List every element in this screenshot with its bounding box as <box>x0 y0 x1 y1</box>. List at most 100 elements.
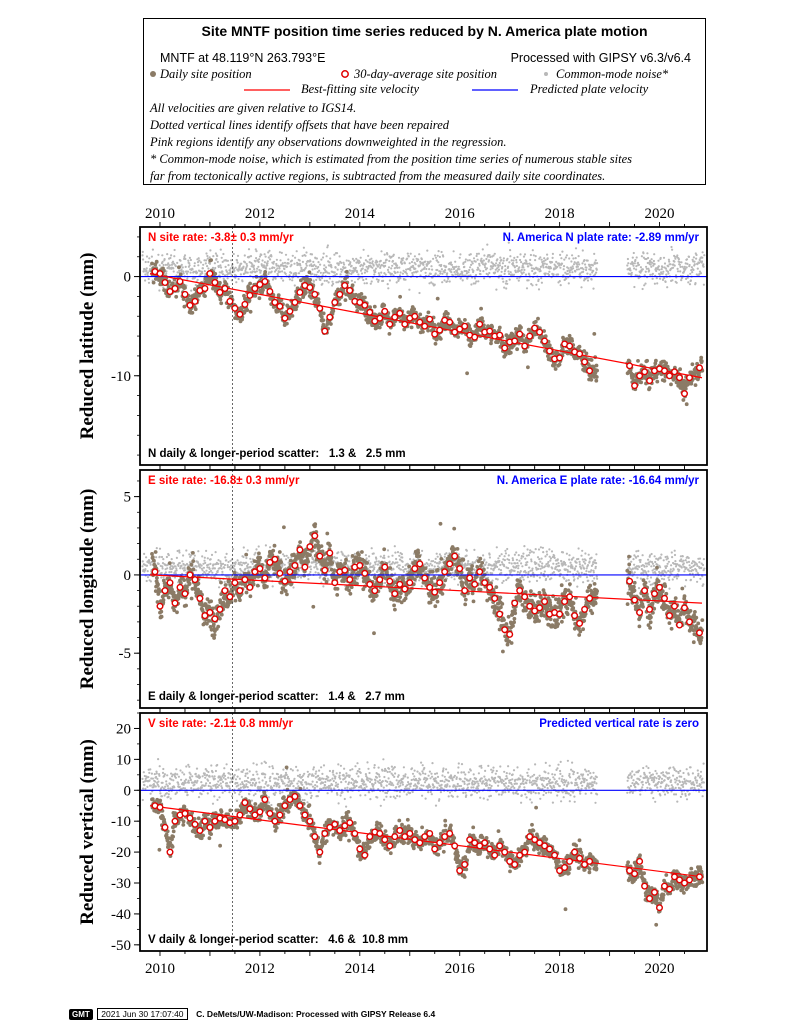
noise-point <box>574 257 577 260</box>
avg-point <box>521 342 529 350</box>
noise-point <box>586 279 590 282</box>
avg-point <box>486 327 494 335</box>
noise-point <box>359 256 362 259</box>
noise-point <box>681 265 684 268</box>
noise-point <box>162 286 165 289</box>
daily-point <box>183 285 187 290</box>
avg-point <box>296 288 304 296</box>
noise-point <box>399 271 402 274</box>
noise-point <box>551 256 554 259</box>
daily-point <box>570 339 574 343</box>
avg-point <box>331 298 339 306</box>
noise-point <box>208 570 211 574</box>
noise-point <box>534 271 537 274</box>
noise-point <box>370 280 373 283</box>
avg-point <box>226 297 234 305</box>
noise-point <box>146 570 149 573</box>
noise-point <box>143 552 146 556</box>
daily-point <box>304 290 308 295</box>
noise-point <box>333 271 336 274</box>
noise-point <box>246 563 250 566</box>
avg-point <box>186 301 194 309</box>
noise-point <box>241 280 244 283</box>
noise-point <box>404 567 407 571</box>
noise-point <box>390 272 393 275</box>
noise-point <box>673 264 676 267</box>
avg-point <box>266 288 274 296</box>
noise-point <box>377 272 380 275</box>
noise-point <box>523 253 527 256</box>
noise-point <box>545 577 548 581</box>
noise-point <box>365 265 368 268</box>
noise-point <box>540 281 544 284</box>
noise-point <box>323 279 326 282</box>
noise-point <box>291 279 294 282</box>
noise-point <box>367 559 370 562</box>
noise-point <box>245 262 248 266</box>
noise-point <box>149 580 152 583</box>
noise-point <box>444 269 447 272</box>
noise-point <box>382 279 385 282</box>
noise-point <box>522 552 525 555</box>
noise-point <box>335 281 338 284</box>
noise-point <box>476 556 479 559</box>
noise-point <box>310 263 313 266</box>
daily-point <box>307 270 312 275</box>
noise-point <box>324 266 328 269</box>
noise-point <box>473 568 476 572</box>
noise-point <box>540 258 543 261</box>
noise-point <box>141 250 144 253</box>
noise-point <box>212 563 215 566</box>
avg-point <box>246 291 254 299</box>
noise-point <box>383 556 386 560</box>
avg-point <box>286 307 294 315</box>
daily-point <box>316 297 321 301</box>
noise-point <box>217 265 220 269</box>
noise-point <box>293 262 296 265</box>
noise-point <box>479 269 482 272</box>
noise-point <box>532 551 535 554</box>
noise-point <box>517 567 520 570</box>
noise-point <box>329 257 332 260</box>
noise-point <box>202 562 205 565</box>
noise-point <box>161 254 164 257</box>
noise-point <box>519 258 522 262</box>
legend-noise-label: Common-mode noise* <box>556 67 669 81</box>
noise-point <box>533 575 536 578</box>
avg-point <box>686 374 694 382</box>
noise-point <box>627 262 630 265</box>
noise-point <box>702 263 705 266</box>
noise-point <box>498 554 501 558</box>
noise-point <box>248 255 251 258</box>
noise-point <box>558 564 561 568</box>
daily-point <box>547 343 552 348</box>
noise-point <box>646 252 649 255</box>
noise-point <box>202 263 205 266</box>
noise-point <box>182 272 185 275</box>
noise-point <box>209 562 212 566</box>
noise-point <box>555 565 558 568</box>
noise-point <box>511 559 515 562</box>
noise-point <box>299 566 302 569</box>
noise-point <box>330 266 333 269</box>
daily-point <box>190 310 195 315</box>
noise-point <box>301 260 304 263</box>
noise-point <box>655 277 658 280</box>
noise-point <box>206 566 209 569</box>
noise-point <box>304 254 307 257</box>
daily-point <box>664 361 668 366</box>
noise-point <box>325 255 328 258</box>
noise-point <box>561 250 564 253</box>
noise-point <box>314 265 317 268</box>
noise-point <box>396 551 400 554</box>
noise-point <box>259 271 262 274</box>
daily-point <box>218 297 223 302</box>
noise-point <box>226 277 229 280</box>
noise-point <box>317 265 320 269</box>
noise-point <box>417 258 420 261</box>
daily-point <box>421 330 425 334</box>
noise-point <box>538 268 542 271</box>
noise-point <box>594 273 597 276</box>
noise-point <box>192 270 195 273</box>
noise-point <box>527 265 530 268</box>
